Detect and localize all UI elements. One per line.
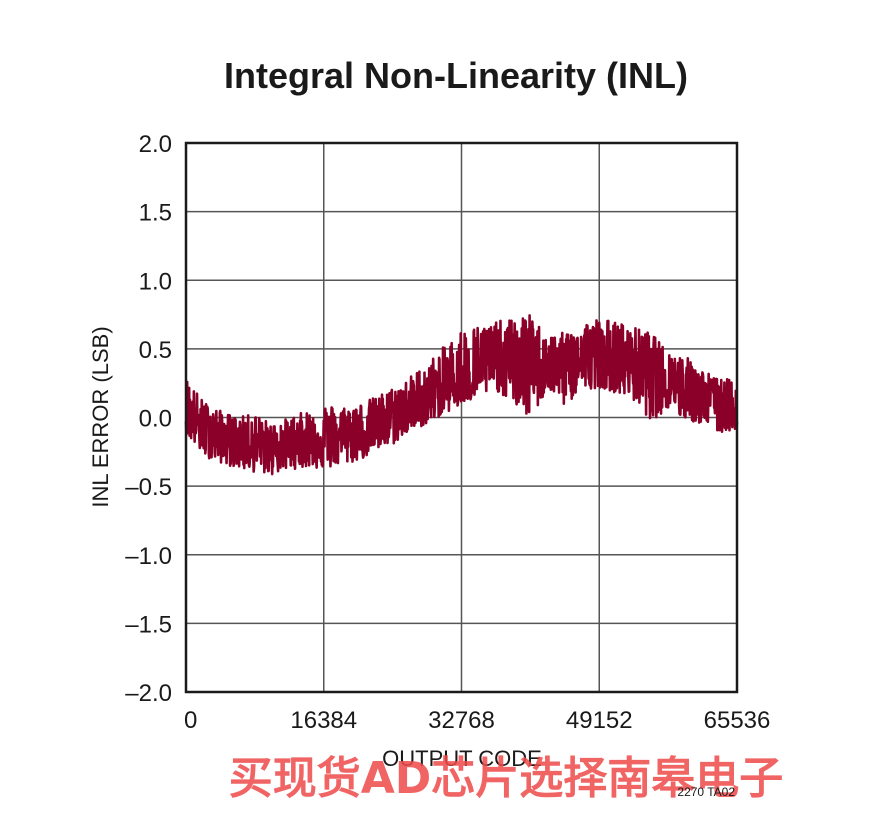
inl-series: [184, 314, 739, 476]
figure-id: 2270 TA02: [677, 785, 735, 799]
y-tick-label: –2.0: [125, 680, 172, 707]
x-axis-label: OUTPUT CODE: [382, 746, 542, 771]
y-axis-ticks: 2.0 1.5 1.0 0.5 0.0 –0.5 –1.0 –1.5 –2.0: [125, 131, 172, 707]
inl-trace: [184, 314, 739, 476]
x-tick-label: 49152: [566, 707, 633, 734]
y-tick-label: 1.5: [139, 200, 172, 227]
x-axis-ticks: 0 16384 32768 49152 65536: [184, 707, 770, 734]
y-tick-label: 0.5: [139, 337, 172, 364]
x-tick-label: 0: [184, 707, 197, 734]
y-tick-label: 0.0: [139, 406, 172, 433]
y-tick-label: –0.5: [125, 474, 172, 501]
grid-lines: [185, 142, 738, 693]
x-tick-label: 65536: [704, 707, 771, 734]
y-tick-label: –1.5: [125, 611, 172, 638]
y-tick-label: 1.0: [139, 268, 172, 295]
chart-title: Integral Non-Linearity (INL): [224, 55, 688, 96]
y-axis-label: INL ERROR (LSB): [88, 326, 113, 507]
plot-frame: [184, 141, 739, 694]
y-tick-label: –1.0: [125, 543, 172, 570]
watermark-text: 买现货AD芯片选择南皋电子: [229, 753, 784, 804]
x-tick-label: 16384: [290, 707, 357, 734]
x-tick-label: 32768: [428, 707, 495, 734]
y-tick-label: 2.0: [139, 131, 172, 158]
